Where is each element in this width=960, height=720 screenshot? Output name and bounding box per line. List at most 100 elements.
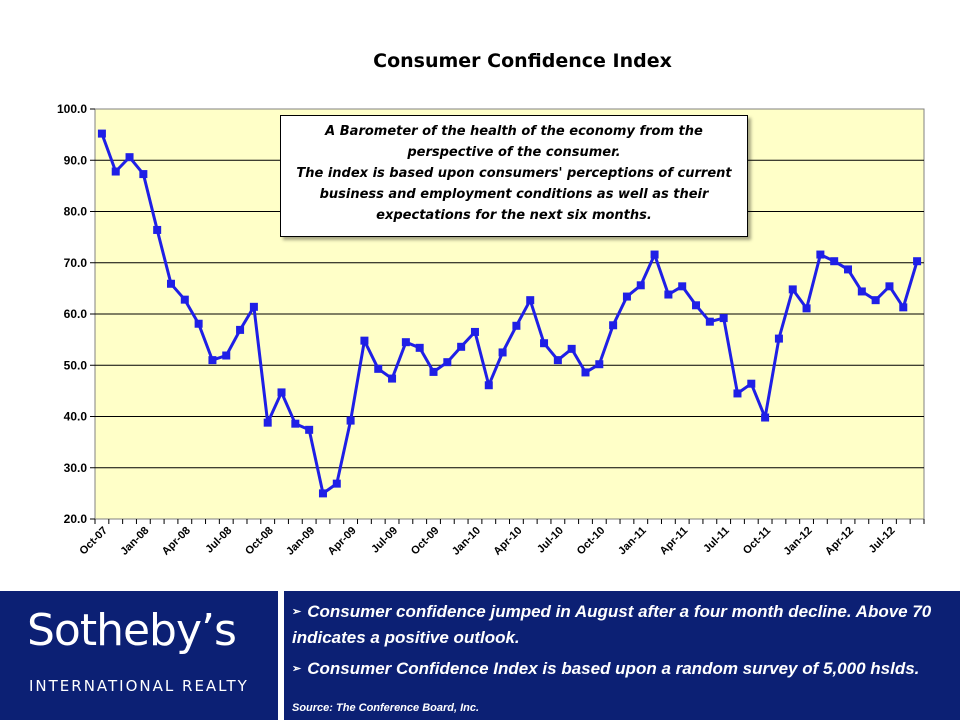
data-point [526,296,535,305]
y-tick-label: 90.0 [64,153,88,167]
data-point [747,379,756,388]
data-point [443,358,452,367]
series-markers [97,129,922,498]
x-tick-label: Oct-07 [77,525,110,558]
data-point [263,418,272,427]
series-line [100,133,919,495]
data-point [166,279,175,288]
bullet-arrow-icon: ➢ [292,606,302,618]
y-tick-label: 50.0 [64,358,88,372]
data-point [664,290,673,299]
data-point [913,257,922,266]
data-point [844,265,853,274]
source-note: Source: The Conference Board, Inc. [292,702,480,714]
data-point [733,389,742,398]
footer-notes: ➢ Consumer confidence jumped in August af… [292,599,952,688]
bullet-arrow-icon: ➢ [292,663,302,675]
data-point [678,282,687,291]
x-tick-label: Apr-12 [823,525,856,558]
data-point [236,325,245,334]
y-tick-label: 100.0 [57,102,87,116]
data-point [484,381,493,390]
y-tick-label: 60.0 [64,307,88,321]
annotation-line: A Barometer of the health of the economy… [325,124,703,139]
x-tick-label: Jul-09 [369,525,400,556]
x-tick-label: Apr-11 [658,525,691,558]
data-point [899,303,908,312]
data-point [816,250,825,259]
data-point [774,334,783,343]
footer-divider [278,591,284,720]
x-tick-label: Jul-11 [701,525,732,556]
annotation-box: A Barometer of the health of the economy… [280,115,748,237]
x-tick-label: Oct-08 [243,525,276,558]
data-point [97,129,106,138]
data-point [305,425,314,434]
data-point [692,301,701,310]
x-tick-label: Apr-08 [160,525,193,558]
data-point [429,367,438,376]
data-point [705,317,714,326]
data-point [457,342,466,351]
data-point [277,388,286,397]
data-point [857,287,866,296]
data-point [470,327,479,336]
data-point [512,321,521,330]
x-tick-label: Oct-10 [575,525,608,558]
data-point [180,295,189,304]
y-tick-label: 20.0 [64,512,88,526]
series-line-layer [100,133,919,495]
data-point [650,250,659,259]
data-point [719,314,728,323]
x-tick-label: Jan-09 [284,525,317,558]
footer-bullet-text: Consumer confidence jumped in August aft… [292,602,932,647]
data-point [291,419,300,428]
data-point [318,489,327,498]
data-point [788,285,797,294]
data-point [636,281,645,290]
data-point [332,479,341,488]
data-point [553,356,562,365]
x-tick-label: Jan-12 [782,525,815,558]
annotation-line: expectations for the next six months. [376,208,652,223]
data-point [540,339,549,348]
data-point [194,319,203,328]
data-point [761,413,770,422]
brand-logo: Sotheby’s INTERNATIONAL REALTY [0,591,278,720]
data-point [125,153,134,162]
x-tick-label: Jan-10 [450,525,483,558]
x-tick-label: Apr-09 [326,525,359,558]
x-tick-label: Apr-10 [491,525,524,558]
data-point [498,348,507,357]
y-tick-label: 40.0 [64,410,88,424]
footer-bullet: ➢ Consumer Confidence Index is based upon… [292,656,952,682]
x-tick-label: Jan-11 [616,525,649,558]
data-point [830,257,839,266]
y-tick-label: 80.0 [64,205,88,219]
x-tick-label: Jan-08 [118,525,151,558]
chart-title: Consumer Confidence Index [373,50,672,72]
data-point [139,170,148,179]
x-tick-label: Jul-12 [867,525,898,556]
logo-wordmark: Sotheby’s [27,605,237,656]
y-tick-label: 70.0 [64,256,88,270]
data-point [388,374,397,383]
data-point [567,344,576,353]
data-point [609,321,618,330]
annotation-line: The index is based upon consumers' perce… [296,166,732,181]
y-tick-label: 30.0 [64,461,88,475]
data-point [222,351,231,360]
x-tick-label: Jul-08 [203,525,234,556]
data-point [249,302,258,311]
data-point [360,336,369,345]
annotation-line: perspective of the consumer. [407,145,621,160]
x-tick-label: Jul-10 [535,525,566,556]
data-point [208,356,217,365]
data-point [581,368,590,377]
footer-bullet: ➢ Consumer confidence jumped in August af… [292,599,952,650]
chart: 20.0 30.0 40.0 50.0 60.0 70.0 80.0 90.0 100.0 Oc… [57,102,925,558]
data-point [346,416,355,425]
data-point [802,304,811,313]
footer-banner: Sotheby’s INTERNATIONAL REALTY ➢ Consumer… [0,591,960,720]
data-point [401,338,410,347]
